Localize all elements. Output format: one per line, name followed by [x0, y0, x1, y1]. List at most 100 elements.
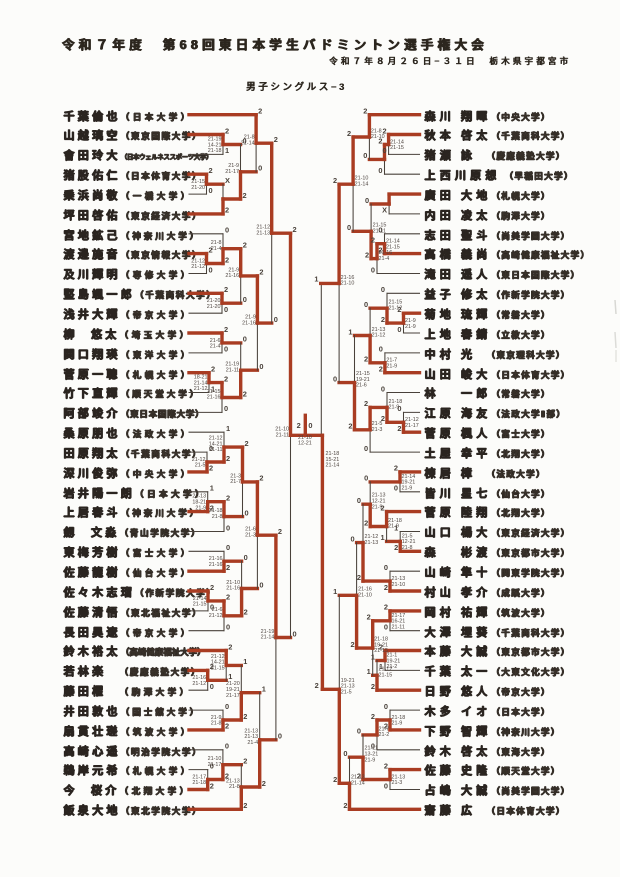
- svg-text:21-2: 21-2: [379, 732, 390, 738]
- svg-text:0: 0: [384, 702, 388, 711]
- svg-text:21-13: 21-13: [392, 774, 406, 780]
- svg-text:21-5: 21-5: [341, 689, 352, 695]
- svg-text:2: 2: [397, 305, 401, 314]
- svg-text:21-10: 21-10: [392, 582, 406, 588]
- svg-text:2: 2: [259, 474, 263, 483]
- svg-text:19-21: 19-21: [341, 678, 355, 684]
- svg-text:21-12: 21-12: [372, 333, 386, 339]
- svg-text:21-8: 21-8: [244, 135, 255, 141]
- svg-text:0: 0: [210, 761, 214, 770]
- svg-text:1: 1: [243, 657, 247, 666]
- svg-text:2: 2: [226, 563, 230, 572]
- svg-text:21-4: 21-4: [379, 256, 390, 262]
- svg-text:14-21: 14-21: [208, 142, 222, 148]
- svg-text:21-11: 21-11: [209, 447, 222, 453]
- svg-text:1: 1: [380, 533, 384, 542]
- svg-text:21-9: 21-9: [392, 721, 403, 727]
- svg-text:1: 1: [333, 587, 337, 596]
- svg-text:21-14: 21-14: [193, 596, 207, 602]
- svg-text:21-10: 21-10: [371, 134, 385, 140]
- svg-text:21-20: 21-20: [191, 185, 205, 191]
- svg-text:2: 2: [226, 593, 230, 602]
- svg-text:21-12: 21-12: [256, 225, 270, 231]
- svg-text:2: 2: [394, 543, 398, 552]
- svg-text:0: 0: [381, 285, 385, 294]
- svg-text:2: 2: [348, 422, 352, 431]
- svg-text:1: 1: [210, 484, 214, 493]
- svg-text:21-17: 21-17: [225, 169, 239, 175]
- svg-text:2: 2: [384, 603, 388, 612]
- svg-text:0: 0: [384, 781, 388, 790]
- svg-text:21-17: 21-17: [405, 423, 419, 429]
- svg-text:21-13: 21-13: [372, 327, 386, 333]
- svg-text:1: 1: [226, 424, 230, 433]
- svg-text:0: 0: [244, 553, 248, 562]
- svg-text:21-3: 21-3: [392, 780, 403, 786]
- svg-text:2: 2: [225, 206, 229, 215]
- svg-text:21-7: 21-7: [230, 479, 241, 485]
- svg-text:0: 0: [397, 404, 401, 413]
- svg-text:0: 0: [226, 623, 230, 632]
- svg-text:2: 2: [365, 250, 369, 259]
- svg-text:0: 0: [259, 362, 263, 371]
- svg-text:21-13: 21-13: [372, 493, 386, 499]
- svg-text:21-7: 21-7: [386, 358, 397, 364]
- svg-text:2: 2: [228, 642, 232, 651]
- svg-text:21-12: 21-12: [365, 534, 379, 540]
- svg-text:2: 2: [371, 712, 375, 721]
- svg-text:2: 2: [293, 225, 297, 234]
- svg-text:21-18: 21-18: [388, 518, 402, 524]
- svg-text:19-21: 19-21: [387, 658, 401, 664]
- svg-text:0: 0: [225, 226, 229, 235]
- svg-text:2: 2: [210, 781, 214, 790]
- svg-text:21-9: 21-9: [405, 324, 416, 330]
- svg-text:2: 2: [243, 757, 247, 766]
- svg-text:0: 0: [343, 749, 347, 758]
- svg-text:2: 2: [210, 583, 214, 592]
- svg-text:2: 2: [224, 325, 228, 334]
- svg-text:0: 0: [224, 345, 228, 354]
- svg-text:2: 2: [343, 801, 347, 810]
- svg-text:1: 1: [379, 662, 383, 671]
- svg-text:2: 2: [243, 801, 247, 810]
- svg-text:21-8: 21-8: [402, 545, 413, 551]
- svg-text:2: 2: [210, 662, 214, 671]
- svg-text:18-21: 18-21: [192, 500, 206, 506]
- svg-text:19-21: 19-21: [226, 687, 240, 693]
- svg-text:2: 2: [278, 527, 282, 536]
- svg-text:0: 0: [381, 384, 385, 393]
- svg-text:21-14: 21-14: [194, 380, 208, 386]
- svg-text:21-12: 21-12: [379, 667, 393, 673]
- svg-text:0: 0: [365, 196, 369, 205]
- svg-text:21-18: 21-18: [326, 451, 340, 457]
- svg-text:21-3: 21-3: [372, 427, 383, 433]
- svg-text:0: 0: [226, 543, 230, 552]
- svg-text:21-16: 21-16: [379, 250, 393, 256]
- svg-text:21-15: 21-15: [373, 223, 387, 229]
- svg-text:21-20: 21-20: [207, 298, 221, 304]
- svg-text:15-21: 15-21: [326, 457, 340, 463]
- svg-text:21-8: 21-8: [229, 784, 240, 790]
- svg-text:2: 2: [379, 365, 383, 374]
- svg-text:0: 0: [363, 151, 367, 160]
- svg-text:21-9: 21-9: [388, 524, 399, 530]
- svg-text:21-8: 21-8: [371, 128, 382, 134]
- svg-text:0: 0: [378, 166, 382, 175]
- svg-text:0: 0: [382, 146, 386, 155]
- svg-text:21-6: 21-6: [212, 607, 223, 613]
- svg-text:0: 0: [357, 496, 361, 505]
- svg-text:2: 2: [382, 126, 386, 135]
- svg-text:2: 2: [243, 241, 247, 250]
- svg-text:2: 2: [347, 129, 351, 138]
- svg-text:2: 2: [367, 613, 371, 622]
- svg-text:21-19: 21-19: [208, 137, 222, 143]
- svg-text:2: 2: [363, 107, 367, 116]
- svg-text:21-10: 21-10: [208, 756, 222, 762]
- svg-text:21-15: 21-15: [390, 145, 404, 151]
- svg-text:14-21: 14-21: [209, 441, 223, 447]
- svg-text:21-12: 21-12: [209, 436, 223, 442]
- svg-text:21-11: 21-11: [226, 367, 239, 373]
- svg-text:21-5: 21-5: [195, 463, 206, 469]
- svg-text:0: 0: [224, 404, 228, 413]
- svg-text:21-9: 21-9: [402, 486, 413, 492]
